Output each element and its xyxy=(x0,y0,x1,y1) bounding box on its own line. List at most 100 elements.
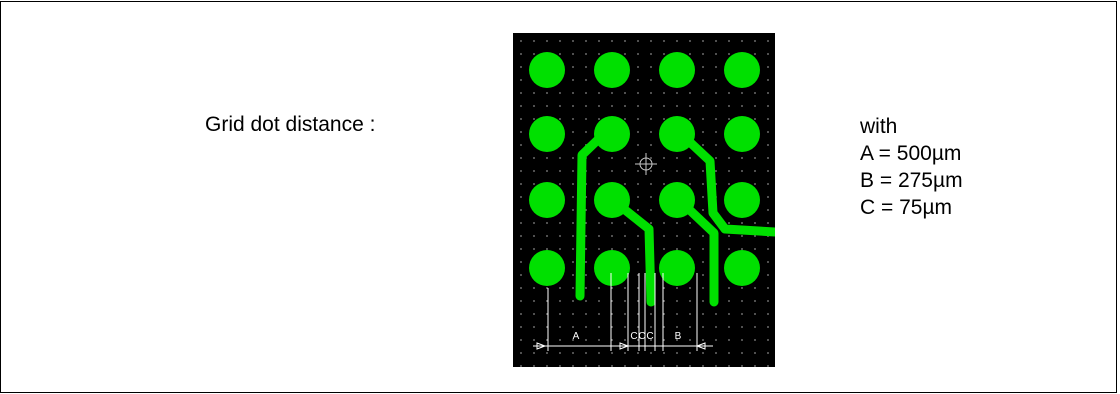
grid-dot xyxy=(702,261,704,263)
grid-dot xyxy=(754,40,756,42)
grid-dot xyxy=(715,326,717,328)
grid-dot xyxy=(663,326,665,328)
grid-dot xyxy=(533,287,535,289)
grid-dot xyxy=(559,157,561,159)
grid-dot xyxy=(676,365,678,367)
grid-dot xyxy=(520,274,522,276)
grid-dot xyxy=(728,365,730,367)
grid-dot xyxy=(754,326,756,328)
grid-dot xyxy=(546,235,548,237)
grid-dot xyxy=(741,326,743,328)
grid-dot xyxy=(741,40,743,42)
grid-dot xyxy=(689,300,691,302)
grid-dot xyxy=(767,222,769,224)
grid-dot xyxy=(585,365,587,367)
grid-dot xyxy=(754,157,756,159)
grid-dot xyxy=(611,300,613,302)
grid-dot xyxy=(676,287,678,289)
grid-dot xyxy=(741,300,743,302)
dimension-label-c-3: C xyxy=(646,331,653,342)
grid-dot xyxy=(572,118,574,120)
grid-dot xyxy=(572,365,574,367)
grid-dot xyxy=(637,144,639,146)
grid-dot xyxy=(689,53,691,55)
grid-dot xyxy=(572,248,574,250)
grid-dot xyxy=(585,79,587,81)
pad xyxy=(724,52,760,88)
grid-dot xyxy=(572,144,574,146)
grid-dot xyxy=(715,313,717,315)
grid-dot xyxy=(650,144,652,146)
grid-dot xyxy=(715,339,717,341)
grid-dot xyxy=(741,235,743,237)
grid-dot xyxy=(767,66,769,68)
grid-dot xyxy=(754,222,756,224)
grid-dot xyxy=(520,248,522,250)
grid-dot xyxy=(650,53,652,55)
grid-dot xyxy=(715,79,717,81)
grid-dot xyxy=(689,40,691,42)
grid-dot xyxy=(767,170,769,172)
grid-dot xyxy=(611,326,613,328)
pad xyxy=(594,116,630,152)
grid-dot xyxy=(611,105,613,107)
grid-dot xyxy=(637,105,639,107)
grid-dot xyxy=(637,209,639,211)
grid-dot xyxy=(767,274,769,276)
grid-dot xyxy=(572,170,574,172)
grid-dot xyxy=(572,157,574,159)
grid-dot xyxy=(572,352,574,354)
grid-dot xyxy=(559,326,561,328)
grid-dot xyxy=(598,222,600,224)
grid-dot xyxy=(637,274,639,276)
grid-dot xyxy=(650,66,652,68)
grid-dot xyxy=(585,118,587,120)
grid-dot xyxy=(624,170,626,172)
grid-dot xyxy=(741,105,743,107)
grid-dot xyxy=(767,131,769,133)
grid-dot xyxy=(650,79,652,81)
grid-dot xyxy=(572,300,574,302)
grid-dot xyxy=(715,53,717,55)
grid-dot xyxy=(624,248,626,250)
grid-dot xyxy=(702,287,704,289)
grid-dot xyxy=(689,339,691,341)
grid-dot xyxy=(650,339,652,341)
grid-dot xyxy=(754,287,756,289)
grid-dot xyxy=(689,248,691,250)
grid-dot xyxy=(767,144,769,146)
grid-dot xyxy=(572,274,574,276)
grid-dot xyxy=(624,118,626,120)
grid-dot xyxy=(663,248,665,250)
grid-dot xyxy=(598,118,600,120)
grid-dot xyxy=(637,183,639,185)
grid-dot xyxy=(728,118,730,120)
grid-dot xyxy=(650,157,652,159)
grid-dot xyxy=(637,287,639,289)
grid-dot xyxy=(741,222,743,224)
grid-dot xyxy=(676,105,678,107)
grid-dot xyxy=(585,235,587,237)
grid-dot xyxy=(754,105,756,107)
grid-dot xyxy=(663,170,665,172)
grid-dot xyxy=(728,287,730,289)
grid-dot xyxy=(637,313,639,315)
grid-dot xyxy=(585,40,587,42)
pad xyxy=(724,116,760,152)
grid-dot xyxy=(663,118,665,120)
grid-dot xyxy=(702,53,704,55)
grid-dot xyxy=(728,313,730,315)
grid-dot xyxy=(650,209,652,211)
grid-dot xyxy=(741,287,743,289)
grid-dot xyxy=(559,339,561,341)
grid-dot xyxy=(663,313,665,315)
grid-dot xyxy=(650,170,652,172)
grid-dot xyxy=(767,157,769,159)
grid-dot xyxy=(520,105,522,107)
grid-dot xyxy=(715,131,717,133)
grid-dot xyxy=(689,157,691,159)
grid-dot xyxy=(767,352,769,354)
grid-dot xyxy=(520,196,522,198)
grid-dot xyxy=(702,209,704,211)
grid-dot xyxy=(533,339,535,341)
